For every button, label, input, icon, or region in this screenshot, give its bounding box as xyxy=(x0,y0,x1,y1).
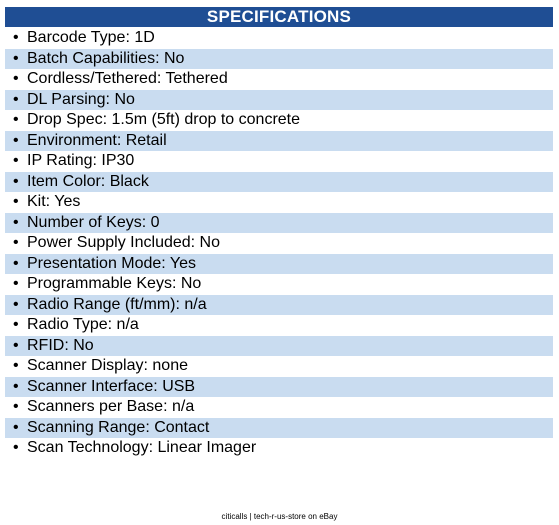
spec-row: • Number of Keys: 0 xyxy=(5,212,553,233)
spec-text: Programmable Keys: No xyxy=(27,275,202,292)
bullet-icon: • xyxy=(13,213,19,231)
bullet-icon: • xyxy=(13,172,19,190)
spec-text: Barcode Type: 1D xyxy=(27,29,155,46)
spec-text: Radio Range (ft/mm): n/a xyxy=(27,295,207,313)
spec-text: Scanning Range: Contact xyxy=(27,418,210,436)
spec-row: • RFID: No xyxy=(5,335,553,356)
spec-text: Scanner Interface: USB xyxy=(27,377,196,395)
bullet-icon: • xyxy=(13,70,19,87)
spec-row: • Radio Type: n/a xyxy=(5,315,553,336)
spec-row: • Presentation Mode: Yes xyxy=(5,253,553,274)
spec-text: Item Color: Black xyxy=(27,172,149,190)
bullet-icon: • xyxy=(13,336,19,354)
spec-row: • Cordless/Tethered: Tethered xyxy=(5,69,553,90)
spec-row: • Environment: Retail xyxy=(5,130,553,151)
spec-text: Environment: Retail xyxy=(27,131,167,149)
spec-row: • Kit: Yes xyxy=(5,192,553,213)
bullet-icon: • xyxy=(13,377,19,395)
bullet-icon: • xyxy=(13,316,19,333)
spec-row: • Drop Spec: 1.5m (5ft) drop to concrete xyxy=(5,110,553,131)
spec-text: Scan Technology: Linear Imager xyxy=(27,439,257,456)
spec-row: • Barcode Type: 1D xyxy=(5,28,553,49)
spec-row: • Batch Capabilities: No xyxy=(5,48,553,69)
footer-credit: citicalls | tech-r-us-store on eBay xyxy=(221,512,338,521)
spec-row: • Scan Technology: Linear Imager xyxy=(5,438,553,459)
spec-row: • Scanners per Base: n/a xyxy=(5,397,553,418)
bullet-icon: • xyxy=(13,295,19,313)
spec-row: • Scanner Display: none xyxy=(5,356,553,377)
spec-row: • Programmable Keys: No xyxy=(5,274,553,295)
bullet-icon: • xyxy=(13,275,19,292)
bullet-icon: • xyxy=(13,29,19,46)
spec-text: Kit: Yes xyxy=(27,193,81,210)
spec-text: Batch Capabilities: No xyxy=(27,49,185,67)
bullet-icon: • xyxy=(13,111,19,128)
spec-row: • DL Parsing: No xyxy=(5,89,553,110)
spec-row: • Item Color: Black xyxy=(5,171,553,192)
spec-row: • IP Rating: IP30 xyxy=(5,151,553,172)
spec-text: Number of Keys: 0 xyxy=(27,213,160,231)
spec-text: Drop Spec: 1.5m (5ft) drop to concrete xyxy=(27,111,301,128)
spec-text: Scanners per Base: n/a xyxy=(27,398,195,415)
spec-row: • Radio Range (ft/mm): n/a xyxy=(5,294,553,315)
spec-text: Cordless/Tethered: Tethered xyxy=(27,70,228,87)
spec-text: Presentation Mode: Yes xyxy=(27,254,197,272)
spec-row: • Power Supply Included: No xyxy=(5,233,553,254)
spec-text: IP Rating: IP30 xyxy=(27,152,135,169)
specifications-header: SPECIFICATIONS xyxy=(5,7,553,27)
bullet-icon: • xyxy=(13,234,19,251)
bullet-icon: • xyxy=(13,439,19,456)
spec-row: • Scanning Range: Contact xyxy=(5,417,553,438)
spec-text: Scanner Display: none xyxy=(27,357,188,374)
bullet-icon: • xyxy=(13,254,19,272)
bullet-icon: • xyxy=(13,193,19,210)
bullet-icon: • xyxy=(13,357,19,374)
spec-row: • Scanner Interface: USB xyxy=(5,376,553,397)
bullet-icon: • xyxy=(13,131,19,149)
bullet-icon: • xyxy=(13,418,19,436)
bullet-icon: • xyxy=(13,90,19,108)
spec-text: Power Supply Included: No xyxy=(27,234,220,251)
spec-text: DL Parsing: No xyxy=(27,90,135,108)
bullet-icon: • xyxy=(13,152,19,169)
bullet-icon: • xyxy=(13,49,19,67)
bullet-icon: • xyxy=(13,398,19,415)
specifications-list: • Barcode Type: 1D • Batch Capabilities: No… xyxy=(5,28,553,459)
spec-text: RFID: No xyxy=(27,336,94,354)
spec-text: Radio Type: n/a xyxy=(27,316,139,333)
